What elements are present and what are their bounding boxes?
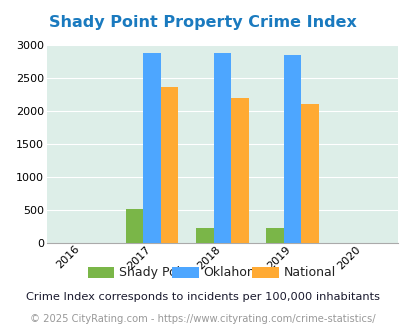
Bar [160, 87, 178, 243]
Bar [213, 53, 230, 243]
Bar [230, 98, 248, 243]
Bar [283, 55, 301, 243]
Bar [196, 228, 213, 243]
Bar [301, 104, 318, 243]
Text: Oklahoma: Oklahoma [203, 266, 266, 279]
Bar [143, 53, 160, 243]
Text: National: National [283, 266, 335, 279]
Text: Shady Point Property Crime Index: Shady Point Property Crime Index [49, 15, 356, 30]
Bar [126, 209, 143, 243]
Text: © 2025 CityRating.com - https://www.cityrating.com/crime-statistics/: © 2025 CityRating.com - https://www.city… [30, 314, 375, 324]
Text: Crime Index corresponds to incidents per 100,000 inhabitants: Crime Index corresponds to incidents per… [26, 292, 379, 302]
Text: Shady Point: Shady Point [119, 266, 193, 279]
Bar [266, 228, 283, 243]
